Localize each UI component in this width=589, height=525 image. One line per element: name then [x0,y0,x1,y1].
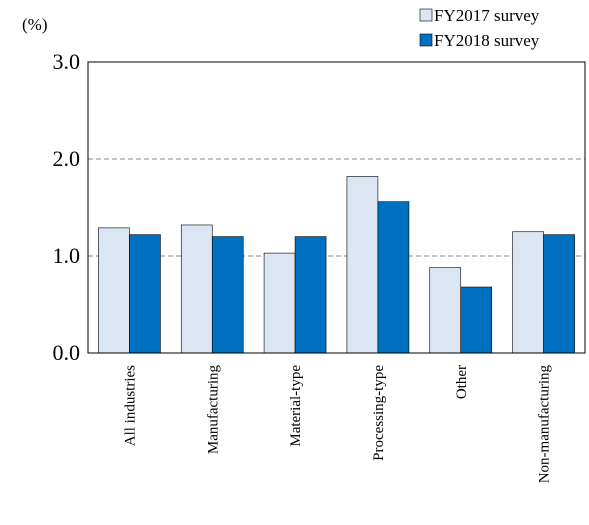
bar [98,227,130,354]
x-tick-label: Other [454,365,470,399]
bar [294,236,327,354]
legend-label: FY2017 survey [434,6,540,25]
y-tick-label: 2.0 [53,146,81,171]
bar [460,286,493,354]
bar [129,234,161,354]
y-axis-label: (%) [22,15,47,34]
bar [346,176,379,354]
x-tick-label: All industries [122,365,138,446]
x-tick-label: Non-manufacturing [537,365,553,484]
y-tick-label: 3.0 [53,49,81,74]
bar [377,201,410,354]
bar [512,231,544,354]
bar [543,234,575,354]
x-tick-label: Manufacturing [205,365,221,455]
y-tick-label: 0.0 [53,340,81,365]
y-tick-label: 1.0 [53,243,81,268]
bar [429,267,462,354]
x-tick-label: Material-type [288,365,304,447]
legend-swatch [419,33,433,47]
bar [263,252,296,354]
legend-label: FY2018 survey [434,31,540,50]
plot-frame [87,61,586,354]
bar [211,236,244,354]
bar [180,224,213,354]
legend-swatch [419,8,433,22]
x-tick-label: Processing-type [371,365,387,461]
